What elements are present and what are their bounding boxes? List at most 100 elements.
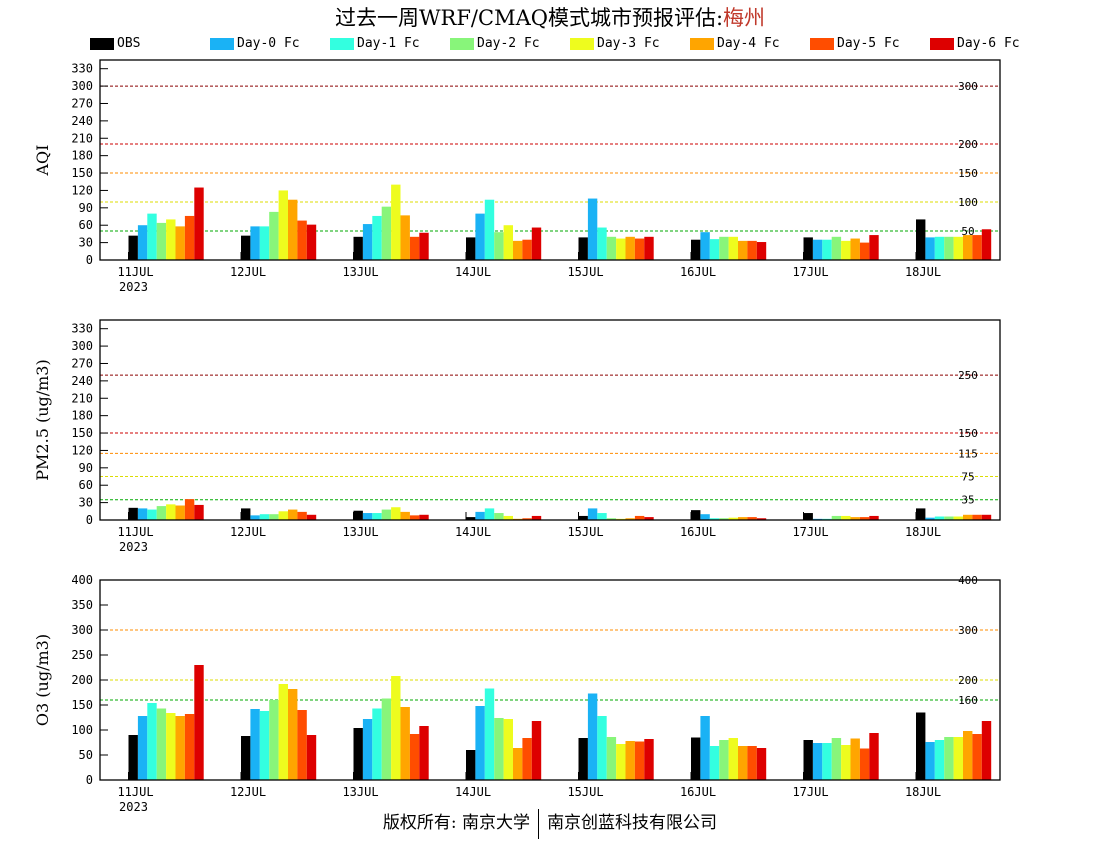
bar-day-6-fc-18jul xyxy=(981,229,992,260)
bar-day-1-fc-12jul xyxy=(259,514,270,520)
reference-label-115: 115 xyxy=(958,447,978,460)
y-tick-label: 250 xyxy=(71,648,93,662)
x-tick-label: 11JUL xyxy=(117,265,153,279)
bar-day-6-fc-11jul xyxy=(194,504,204,520)
x-tick-label: 17JUL xyxy=(792,265,828,279)
reference-label-50: 50 xyxy=(961,225,974,238)
bar-day-3-fc-13jul xyxy=(391,184,401,260)
bar-day-1-fc-14jul xyxy=(484,508,495,520)
y-tick-label: 330 xyxy=(71,62,93,76)
plot-frame xyxy=(99,319,1001,521)
bar-day-6-fc-14jul xyxy=(531,721,542,780)
x-tick-label: 18JUL xyxy=(905,525,941,539)
bar-day-4-fc-12jul xyxy=(288,689,298,780)
bar-day-2-fc-15jul xyxy=(606,737,617,780)
y-tick-label: 120 xyxy=(71,443,93,457)
reference-label-200: 200 xyxy=(958,138,978,151)
bar-day-1-fc-12jul xyxy=(259,711,270,780)
bar-day-5-fc-15jul xyxy=(634,515,645,520)
bar-day-5-fc-14jul xyxy=(522,239,532,260)
bar-day-5-fc-14jul xyxy=(522,738,532,780)
bar-day-4-fc-16jul xyxy=(738,240,748,260)
bar-obs-16jul xyxy=(691,737,701,780)
bar-day-0-fc-14jul xyxy=(475,213,485,260)
y-tick-label: 150 xyxy=(71,426,93,440)
bar-day-0-fc-11jul xyxy=(137,716,148,780)
bar-day-3-fc-18jul xyxy=(953,516,963,520)
bar-obs-18jul xyxy=(916,508,926,520)
y-tick-label: 30 xyxy=(79,236,93,250)
legend-label: Day-1 Fc xyxy=(357,36,420,51)
bar-day-0-fc-15jul xyxy=(587,693,598,780)
bar-obs-11jul xyxy=(128,735,138,780)
bar-day-3-fc-11jul xyxy=(166,219,176,260)
bar-day-4-fc-16jul xyxy=(738,746,748,780)
bar-day-1-fc-13jul xyxy=(372,215,382,260)
bar-day-1-fc-12jul xyxy=(259,226,270,260)
legend-label: Day-5 Fc xyxy=(837,36,900,51)
bar-day-0-fc-12jul xyxy=(250,709,260,780)
y-tick-label: 100 xyxy=(71,723,93,737)
bar-day-2-fc-16jul xyxy=(719,740,729,780)
bar-day-0-fc-15jul xyxy=(587,198,598,260)
bar-day-6-fc-16jul xyxy=(756,518,767,520)
bar-day-2-fc-11jul xyxy=(156,708,167,780)
y-tick-label: 210 xyxy=(71,131,93,145)
bar-day-2-fc-14jul xyxy=(494,513,504,520)
reference-label-75: 75 xyxy=(961,471,974,484)
bar-day-5-fc-17jul xyxy=(859,748,870,780)
y-tick-label: 270 xyxy=(71,96,93,110)
bar-day-4-fc-11jul xyxy=(175,226,185,260)
legend-label: Day-3 Fc xyxy=(597,36,660,51)
legend-label: Day-0 Fc xyxy=(237,36,300,51)
bar-obs-11jul xyxy=(128,235,138,260)
bar-day-0-fc-18jul xyxy=(925,742,935,780)
x-tick-label: 11JUL xyxy=(117,525,153,539)
bar-day-0-fc-14jul xyxy=(475,706,485,780)
x-year-label: 2023 xyxy=(119,800,148,814)
bar-day-3-fc-15jul xyxy=(616,238,626,260)
y-tick-label: 0 xyxy=(86,253,93,267)
bar-day-6-fc-18jul xyxy=(981,721,992,780)
bar-obs-15jul xyxy=(578,738,588,780)
x-tick-label: 14JUL xyxy=(455,265,491,279)
x-tick-label: 11JUL xyxy=(117,785,153,799)
legend-swatch xyxy=(450,38,474,50)
bar-day-2-fc-11jul xyxy=(156,506,167,520)
bar-day-6-fc-14jul xyxy=(531,515,542,520)
bar-day-4-fc-17jul xyxy=(850,517,860,520)
y-axis-title: PM2.5 (ug/m3) xyxy=(33,359,52,480)
bar-day-3-fc-18jul xyxy=(953,737,963,780)
bar-day-0-fc-16jul xyxy=(700,232,710,260)
footer-right: 南京创蓝科技有限公司 xyxy=(547,813,718,833)
x-year-label: 2023 xyxy=(119,280,148,294)
bar-day-4-fc-16jul xyxy=(738,517,748,520)
bar-day-5-fc-17jul xyxy=(859,242,870,260)
bar-obs-17jul xyxy=(803,237,813,260)
bar-obs-13jul xyxy=(353,510,363,520)
bar-obs-14jul xyxy=(466,237,476,260)
bar-day-2-fc-18jul xyxy=(944,236,954,260)
bar-day-3-fc-15jul xyxy=(616,744,626,780)
x-tick-label: 18JUL xyxy=(905,265,941,279)
y-tick-label: 350 xyxy=(71,598,93,612)
bar-day-2-fc-13jul xyxy=(381,509,392,520)
x-tick-label: 12JUL xyxy=(230,525,266,539)
bar-obs-12jul xyxy=(241,736,251,780)
y-tick-label: 180 xyxy=(71,409,93,423)
y-tick-label: 60 xyxy=(79,218,93,232)
legend-label: Day-2 Fc xyxy=(477,36,540,51)
x-tick-label: 13JUL xyxy=(342,525,378,539)
reference-label-150: 150 xyxy=(958,167,978,180)
plot-frame xyxy=(99,59,1001,261)
bar-day-3-fc-16jul xyxy=(728,738,738,780)
x-tick-label: 18JUL xyxy=(905,785,941,799)
footer: 版权所有: 南京大学 南京创蓝科技有限公司 xyxy=(0,808,1100,839)
bar-day-6-fc-15jul xyxy=(644,517,654,520)
y-tick-label: 90 xyxy=(79,461,93,475)
bar-day-5-fc-11jul xyxy=(184,714,195,780)
bar-day-3-fc-12jul xyxy=(278,511,288,520)
x-tick-label: 12JUL xyxy=(230,265,266,279)
y-axis-title: O3 (ug/m3) xyxy=(33,634,52,726)
